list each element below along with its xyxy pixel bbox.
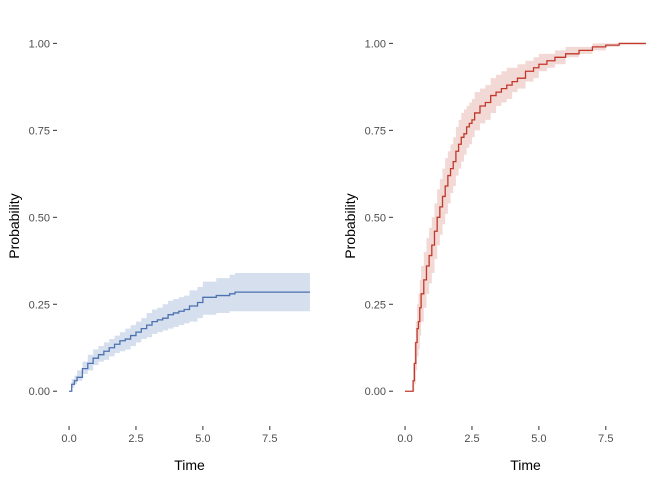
confidence-band-1-0 [405,43,646,392]
left-panel: 0.00 0.25 0.50 0.75 1.00 0.0 2.5 5.0 7.5 Time Prob… [6,38,310,473]
y-tick-label: 1.00 [29,38,50,50]
confidence-band-0-0 [69,272,310,392]
x-tick-label: 7.5 [598,433,613,445]
y-tick-label: 0.00 [29,386,50,398]
y-tick-label: 0.75 [365,125,386,137]
x-tick-label: 2.5 [128,433,143,445]
x-tick-label: 5.0 [195,433,210,445]
x-tick-label: 2.5 [464,433,479,445]
y-tick-label: 0.50 [29,212,50,224]
y-tick-label: 0.25 [365,299,386,311]
y-axis-title: Probability [342,193,358,258]
y-tick-label: 0.25 [29,299,50,311]
x-axis-title: Time [174,457,205,473]
x-tick-label: 0.0 [397,433,412,445]
y-tick-label: 0.50 [365,212,386,224]
x-axis-title: Time [510,457,541,473]
y-tick-label: 0.75 [29,125,50,137]
series-line-1-0 [405,42,646,392]
right-panel: 0.00 0.25 0.50 0.75 1.00 0.0 2.5 5.0 7.5 Time Prob… [342,38,646,473]
y-tick-label: 1.00 [365,38,386,50]
x-tick-label: 7.5 [262,433,277,445]
x-tick-label: 0.0 [61,433,76,445]
y-axis-title: Probability [6,193,22,258]
y-tick-label: 0.00 [365,386,386,398]
x-tick-label: 5.0 [531,433,546,445]
series-line-0-0 [69,291,310,392]
